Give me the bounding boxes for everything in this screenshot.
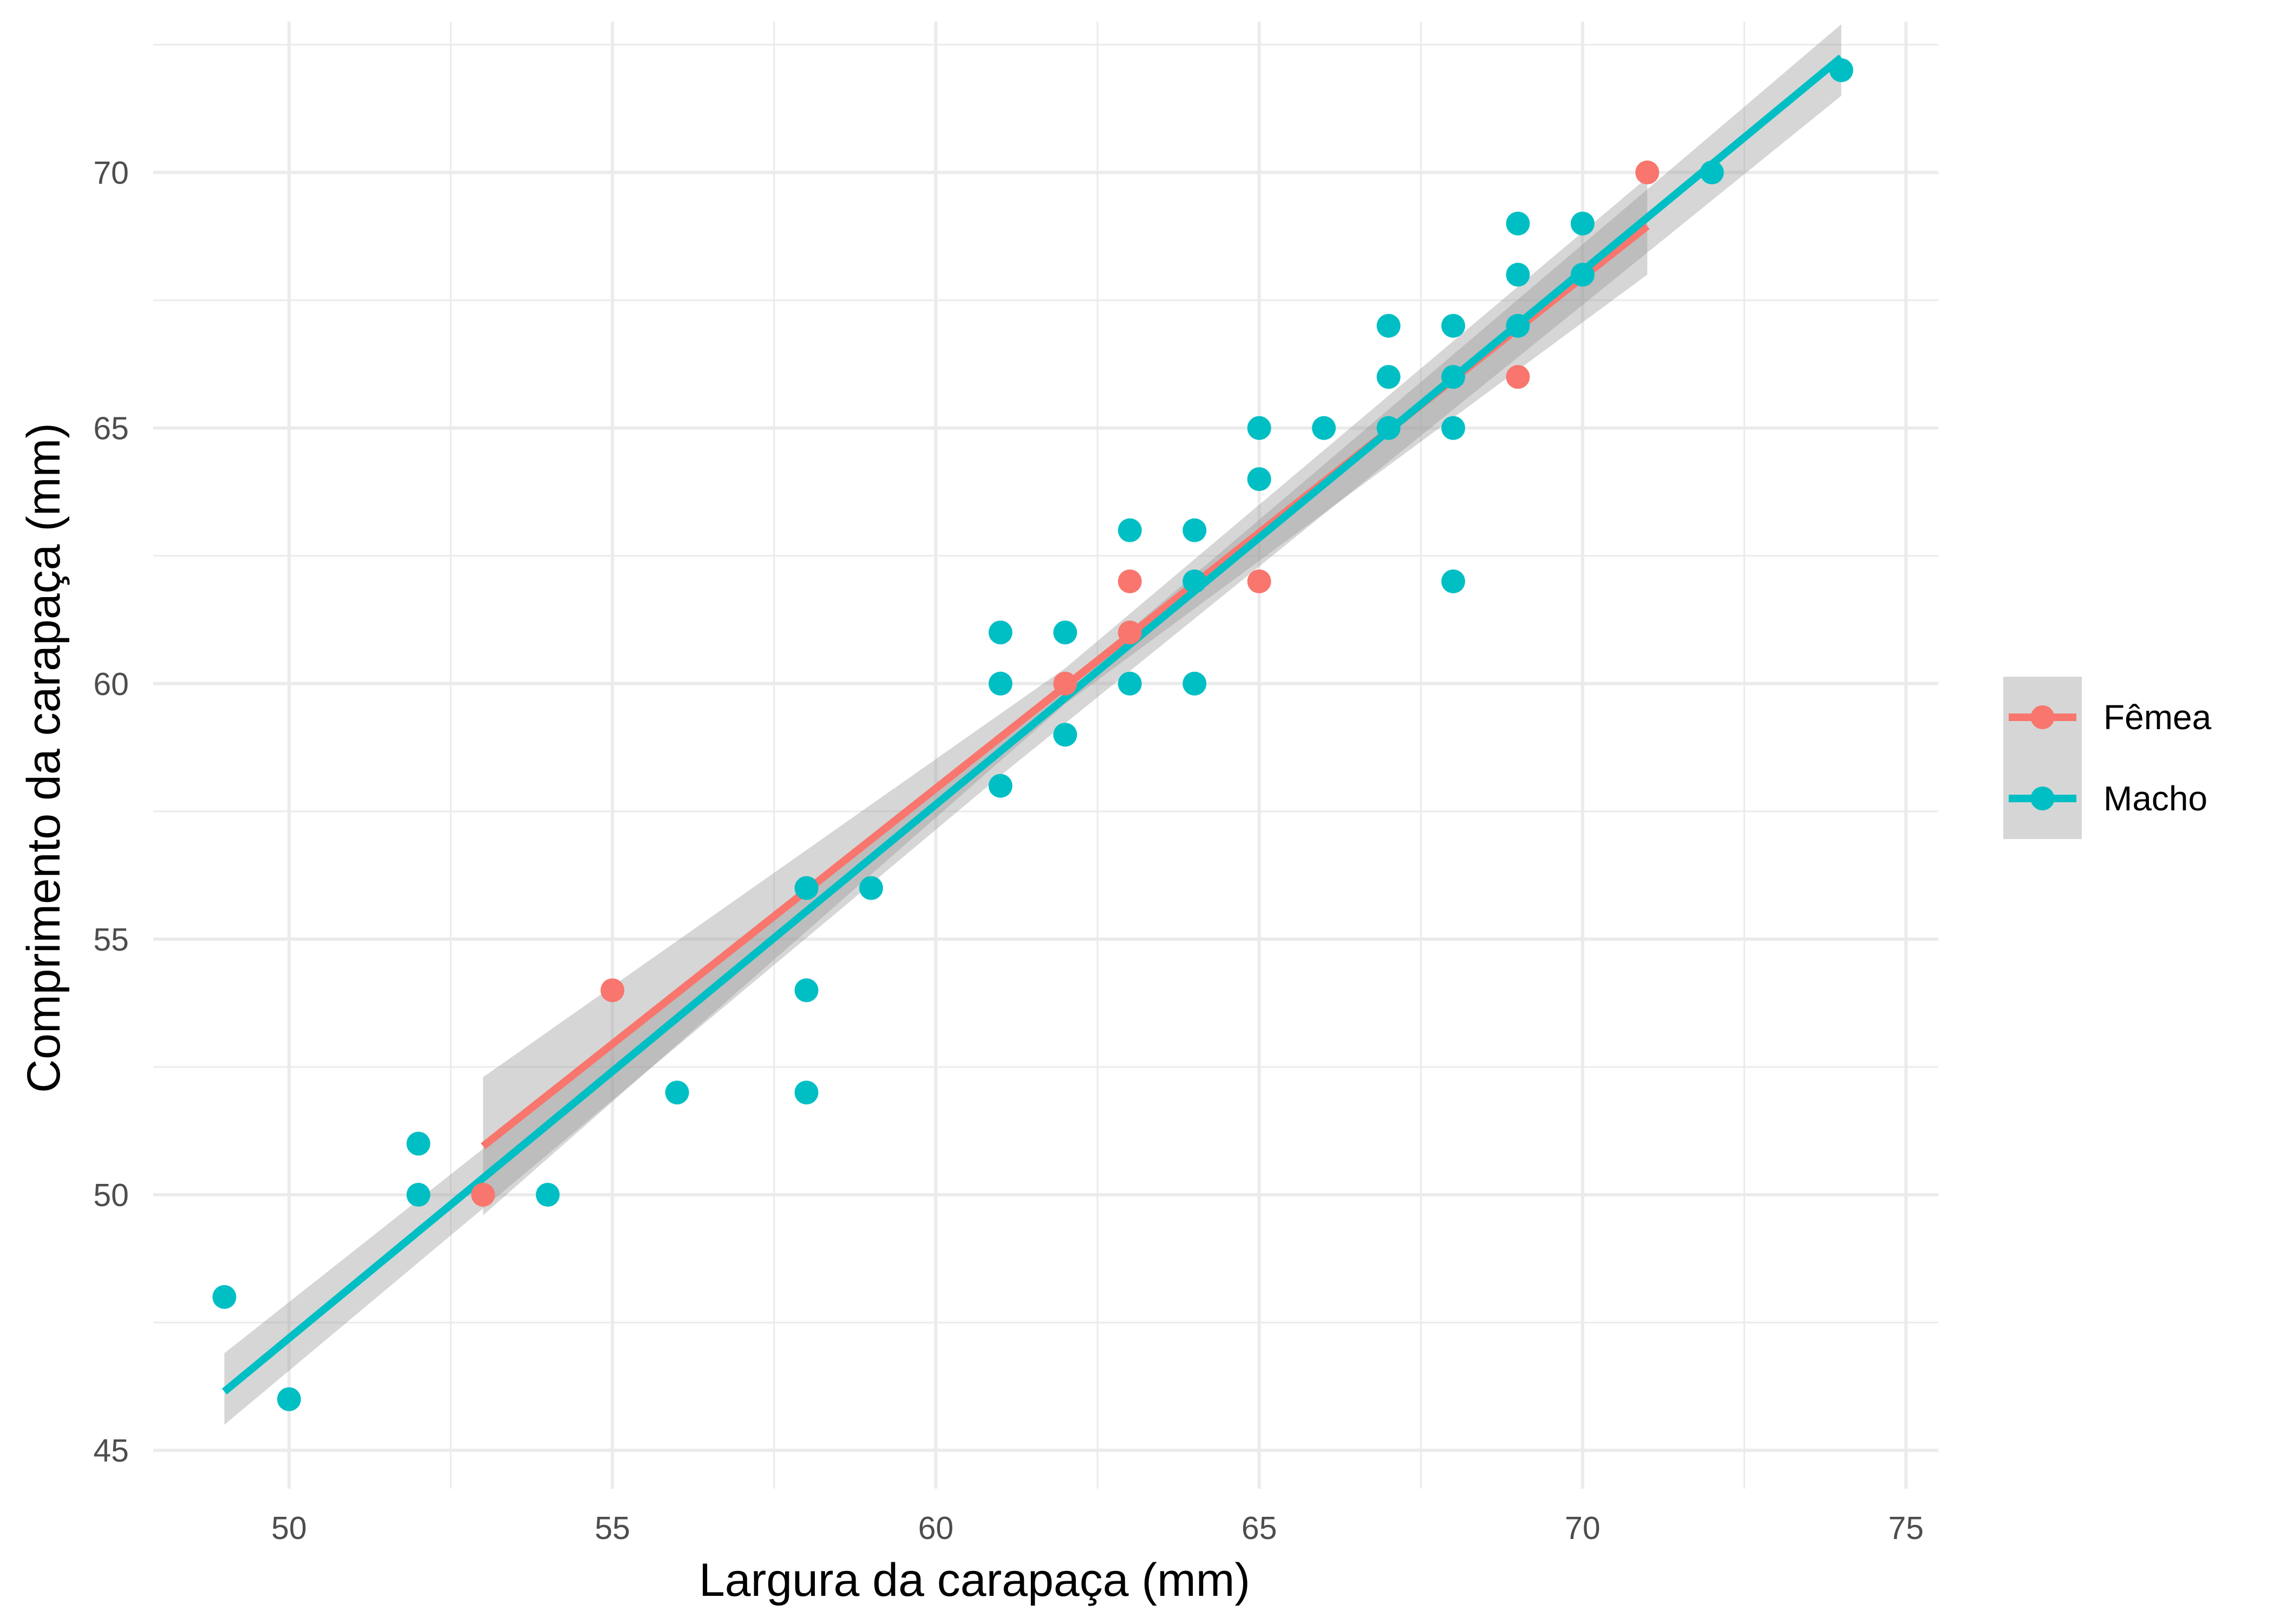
point-macho <box>794 876 819 900</box>
point-macho <box>1312 416 1336 440</box>
legend: Fêmea Macho <box>2003 677 2212 839</box>
legend-key-point <box>2030 787 2055 810</box>
point-macho <box>859 876 883 900</box>
point-fêmea <box>1118 620 1142 645</box>
point-macho <box>1506 263 1530 287</box>
point-fêmea <box>600 978 625 1003</box>
x-tick-label: 55 <box>594 1510 630 1546</box>
point-macho <box>1182 518 1207 542</box>
legend-key-point <box>2030 705 2055 729</box>
x-tick-label: 60 <box>918 1510 954 1546</box>
regression-lines <box>221 54 1844 1394</box>
point-macho <box>988 671 1012 696</box>
y-tick-label: 55 <box>93 922 129 958</box>
y-tick-label: 60 <box>93 666 129 702</box>
point-macho <box>1247 416 1271 440</box>
point-macho <box>1441 313 1466 338</box>
point-macho <box>1570 263 1595 287</box>
point-macho <box>1829 58 1853 82</box>
point-macho <box>665 1081 689 1105</box>
point-macho <box>1118 518 1142 542</box>
point-fêmea <box>1118 569 1142 593</box>
point-macho <box>1441 365 1466 389</box>
point-macho <box>1441 416 1466 440</box>
y-tick-label: 45 <box>93 1433 129 1469</box>
legend-label-macho: Macho <box>2103 779 2207 818</box>
point-macho <box>1441 569 1466 593</box>
point-macho <box>794 978 819 1003</box>
point-macho <box>1182 671 1207 696</box>
point-macho <box>406 1131 430 1156</box>
fit-line-macho <box>221 54 1844 1394</box>
point-fêmea <box>471 1183 495 1207</box>
point-macho <box>406 1183 430 1207</box>
y-tick-label: 65 <box>93 411 129 447</box>
point-macho <box>988 774 1012 798</box>
point-macho <box>535 1183 560 1207</box>
point-macho <box>1118 671 1142 696</box>
point-macho <box>1570 211 1595 235</box>
point-macho <box>1053 723 1077 747</box>
x-tick-label: 50 <box>271 1510 307 1546</box>
point-fêmea <box>1506 365 1530 389</box>
point-macho <box>1376 313 1401 338</box>
point-macho <box>212 1285 237 1309</box>
point-macho <box>1376 416 1401 440</box>
point-fêmea <box>1053 671 1077 696</box>
point-fêmea <box>1635 160 1659 185</box>
point-macho <box>277 1387 301 1411</box>
point-macho <box>794 1081 819 1105</box>
x-tick-label: 75 <box>1888 1510 1924 1546</box>
x-tick-label: 65 <box>1241 1510 1277 1546</box>
point-macho <box>988 620 1012 645</box>
x-axis-title: Largura da carapaça (mm) <box>699 1554 1250 1606</box>
y-tick-label: 50 <box>93 1177 129 1213</box>
point-macho <box>1053 620 1077 645</box>
grid <box>153 22 1938 1489</box>
data-points <box>212 58 1853 1411</box>
y-axis-title: Comprimento da carapaça (mm) <box>18 423 70 1093</box>
point-macho <box>1506 313 1530 338</box>
point-macho <box>1182 569 1207 593</box>
x-tick-label: 70 <box>1565 1510 1600 1546</box>
legend-label-fêmea: Fêmea <box>2103 698 2212 737</box>
y-tick-label: 70 <box>93 155 129 191</box>
point-fêmea <box>1247 569 1271 593</box>
point-macho <box>1376 365 1401 389</box>
point-macho <box>1506 211 1530 235</box>
point-macho <box>1247 467 1271 492</box>
point-macho <box>1700 160 1724 185</box>
tick-labels: 50 55 60 65 70 75 45 50 55 60 65 70 <box>93 155 1924 1546</box>
